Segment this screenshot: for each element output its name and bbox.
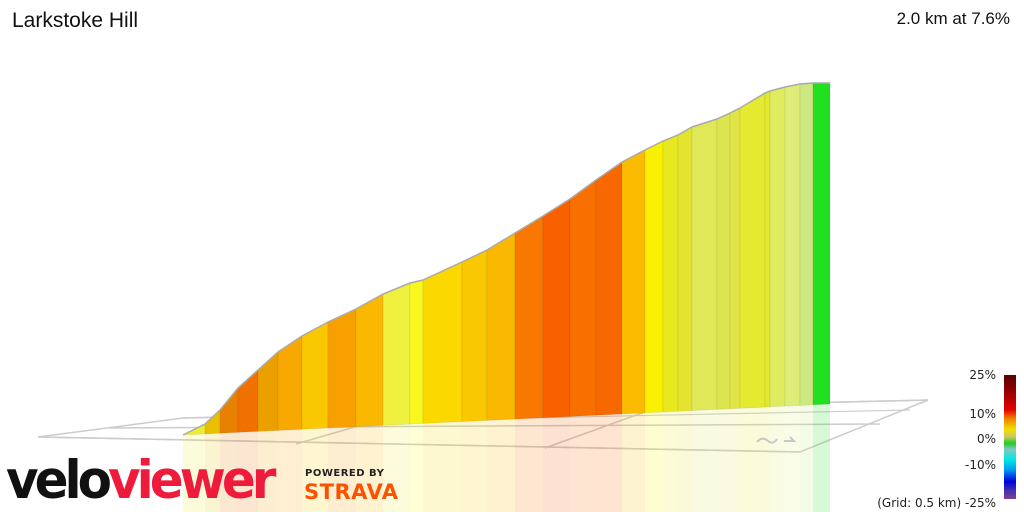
profile-segment [784, 83, 801, 407]
powered-by-label: POWERED BY [305, 468, 385, 479]
profile-segment [799, 82, 814, 406]
profile-segment [461, 249, 488, 423]
profile-segment [382, 282, 411, 426]
profile-segment [644, 140, 664, 414]
gradient-color-scale [1004, 375, 1016, 499]
legend-label-minus25: (Grid: 0.5 km) -25% [877, 496, 996, 510]
logo-velo: velo [6, 449, 112, 511]
profile-segment [621, 149, 646, 415]
profile-segment [729, 107, 741, 410]
profile-segment [301, 321, 329, 430]
legend-label-10: 10% [969, 407, 996, 421]
elevation-profile [182, 82, 831, 436]
profile-reflection [183, 404, 830, 512]
legend-label-25: 25% [969, 368, 996, 382]
profile-segment [219, 386, 239, 434]
legend-label-0: 0% [976, 432, 996, 446]
profile-segment [716, 112, 731, 410]
veloviewer-logo[interactable]: veloviewer [6, 449, 276, 511]
profile-segment [569, 179, 597, 417]
north-arrow-icon [756, 436, 797, 444]
profile-segment [327, 308, 357, 429]
segment-summary: 2.0 km at 7.6% [896, 9, 1010, 28]
strava-logo[interactable]: STRAVA [304, 480, 399, 504]
profile-segment [812, 82, 831, 406]
profile-segment [739, 92, 766, 409]
profile-segment [486, 232, 516, 421]
profile-segment [764, 90, 771, 408]
profile-segment [355, 293, 384, 428]
profile-segment [514, 215, 544, 420]
segment-title: Larkstoke Hill [12, 9, 139, 32]
profile-segment [769, 86, 786, 408]
profile-segment [422, 261, 463, 424]
profile-segment [691, 118, 718, 412]
legend-label-minus10: -10% [964, 458, 996, 472]
profile-segment [409, 279, 424, 425]
profile-segment [595, 161, 623, 416]
logo-viewer: viewer [108, 449, 276, 511]
profile-segment [662, 134, 679, 413]
profile-segment [677, 126, 693, 412]
profile-segment [542, 198, 571, 419]
profile-segment [257, 351, 279, 432]
